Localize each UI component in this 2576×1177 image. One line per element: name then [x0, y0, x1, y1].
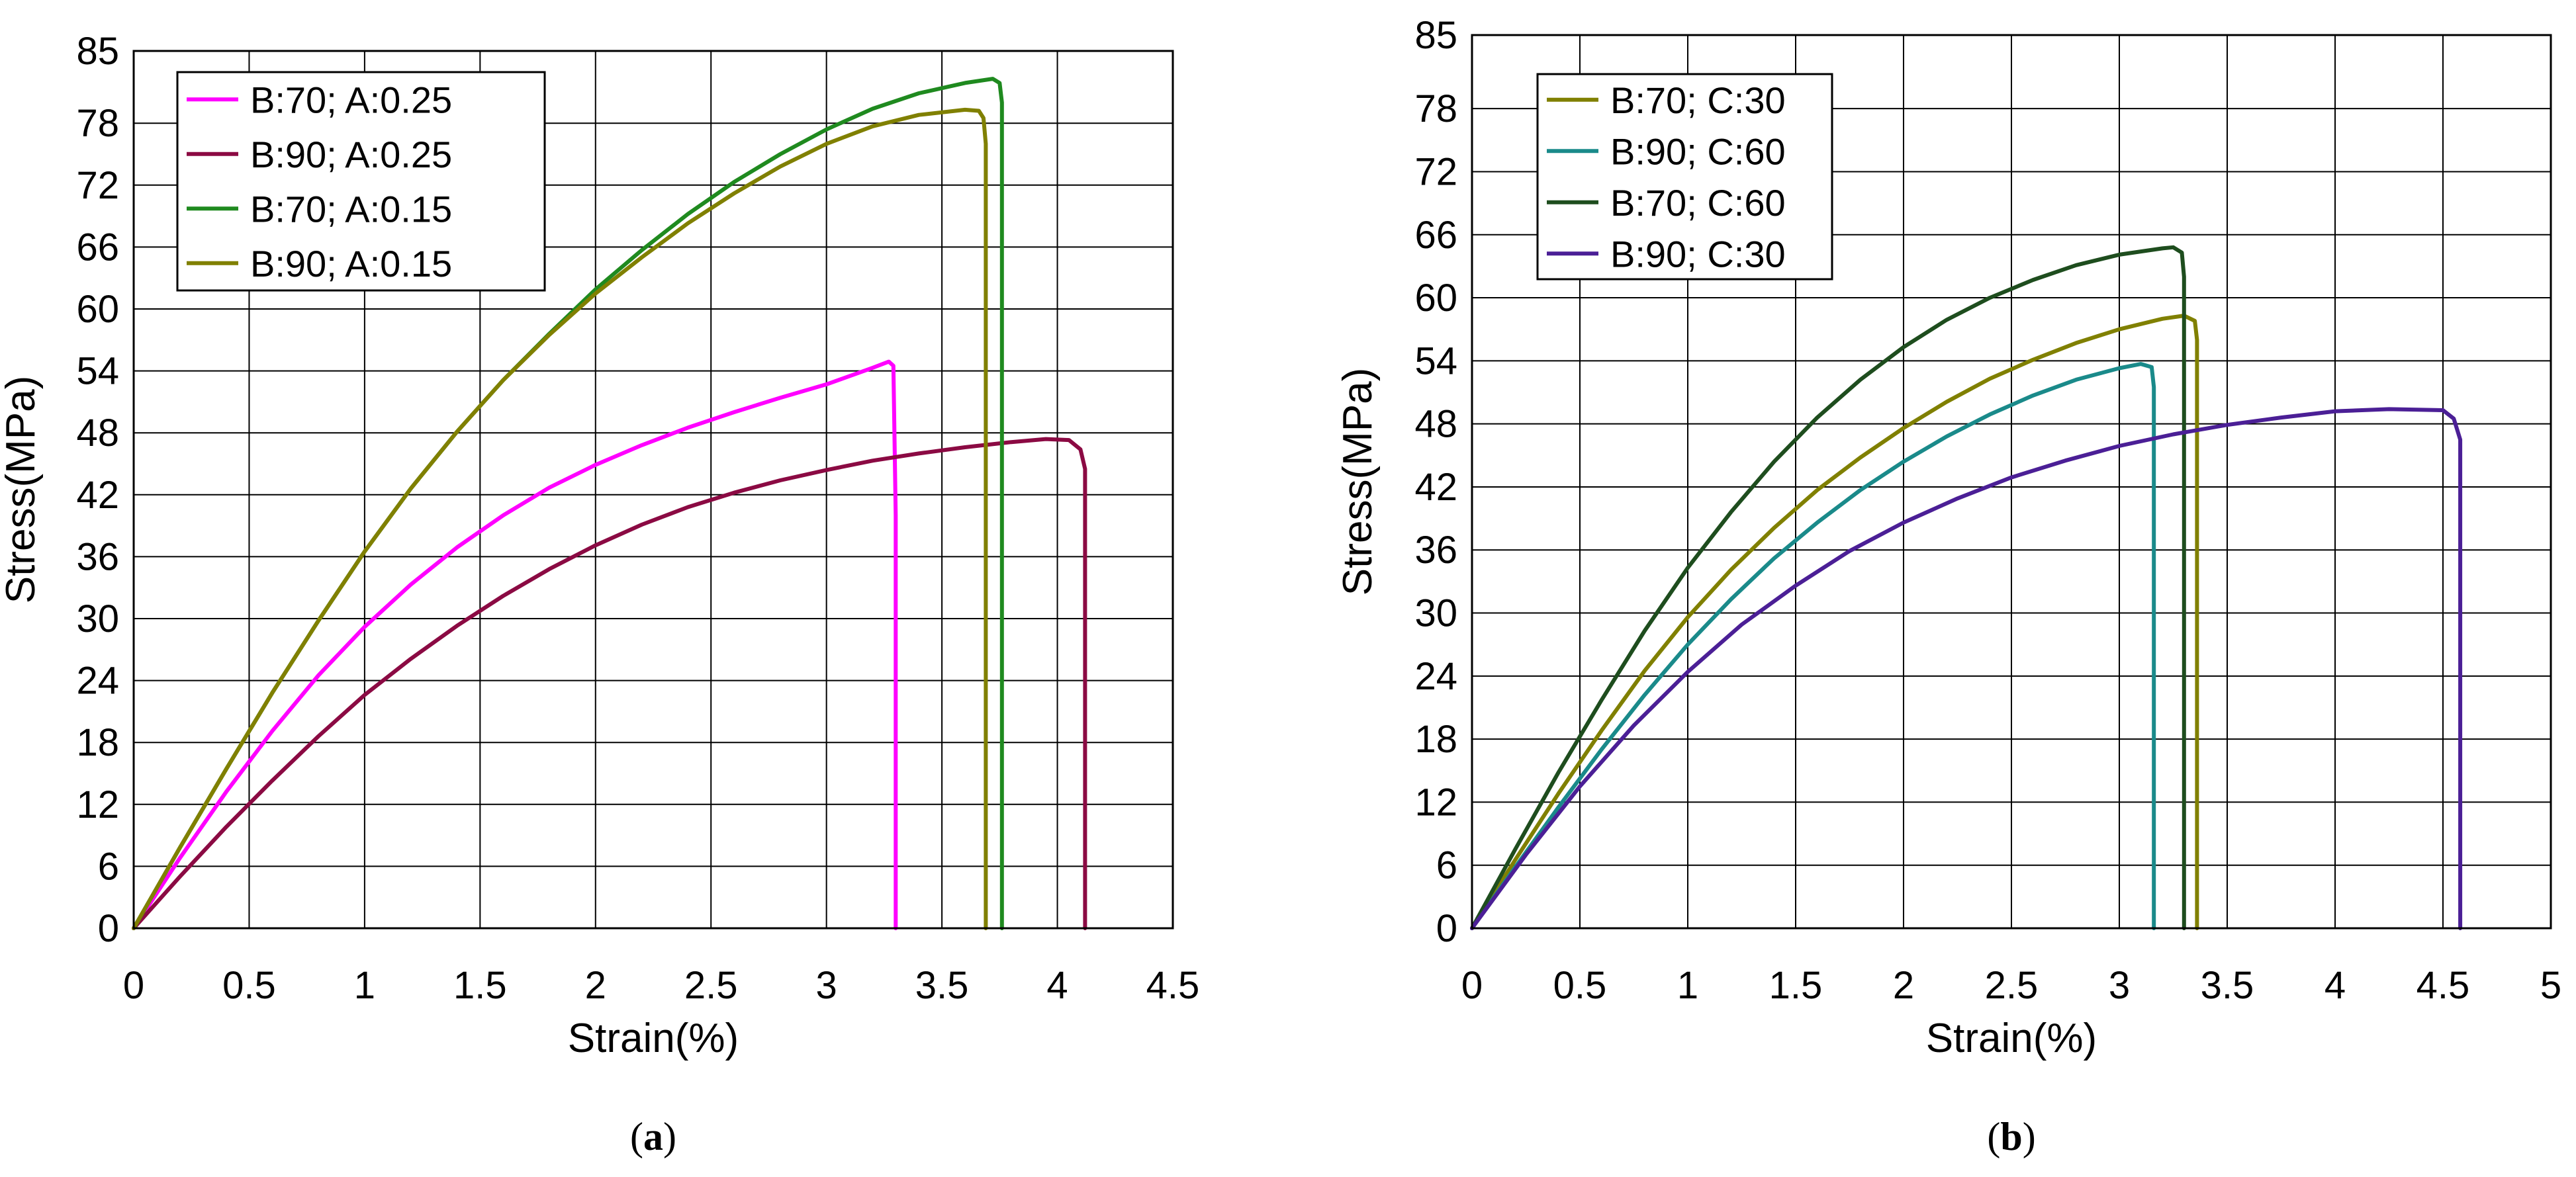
caption-close: ) — [2023, 1115, 2036, 1158]
series-line — [1470, 362, 2156, 930]
x-tick-label: 4 — [1046, 964, 1068, 1007]
y-tick-label: 0 — [1436, 907, 1457, 950]
x-tick-label: 0 — [1461, 964, 1483, 1007]
caption-open: ( — [630, 1115, 643, 1158]
y-tick-label: 6 — [1436, 844, 1457, 887]
y-tick-label: 24 — [76, 660, 119, 703]
x-tick-label: 2.5 — [684, 964, 738, 1007]
chart-panel-a: 0 0.5 1 1.5 2 2.5 3 3.5 4 4.5 0 6 12 18 24 30 36 42 48 54 60… — [0, 30, 1199, 1158]
x-tick-label: 1 — [1677, 964, 1698, 1007]
y-tick-label: 48 — [76, 412, 119, 455]
y-tick-label: 12 — [76, 783, 119, 826]
legend-label: B:90; C:30 — [1610, 233, 1786, 275]
x-tick-label: 0 — [123, 964, 144, 1007]
caption-letter: a — [643, 1115, 663, 1158]
x-tick-label: 2 — [585, 964, 606, 1007]
x-tick-label: 2.5 — [1985, 964, 2039, 1007]
y-tick-label: 78 — [76, 102, 119, 145]
x-tick-label: 0.5 — [1553, 964, 1607, 1007]
y-tick-label: 78 — [1414, 87, 1457, 130]
y-tick-label: 12 — [1414, 781, 1457, 824]
x-tick-label: 3.5 — [915, 964, 969, 1007]
x-tick-label: 3 — [816, 964, 837, 1007]
legend-label: B:70; A:0.15 — [250, 188, 452, 230]
series-line — [132, 437, 1087, 930]
y-tick-label: 42 — [76, 474, 119, 517]
y-tick-label: 24 — [1414, 655, 1457, 698]
y-tick-label: 66 — [1414, 214, 1457, 257]
y-tick-label: 72 — [76, 164, 119, 207]
x-axis-label: Strain(%) — [568, 1016, 739, 1061]
chart-panel-b: 0 0.5 1 1.5 2 2.5 3 3.5 4 4.5 5 0 6 12 18 24 30 36 42 48 54 6… — [1335, 14, 2561, 1158]
y-tick-label: 36 — [76, 535, 119, 578]
y-tick-label: 60 — [76, 288, 119, 331]
x-tick-label: 2 — [1893, 964, 1914, 1007]
y-axis-label: Stress(MPa) — [1335, 368, 1381, 595]
y-tick-label: 85 — [76, 30, 119, 73]
legend-label: B:90; A:0.25 — [250, 134, 452, 175]
plot-border — [1471, 34, 2552, 930]
panel-caption: (b) — [1987, 1115, 2035, 1158]
legend-label: B:70; A:0.25 — [250, 79, 452, 120]
x-tick-label: 1 — [354, 964, 375, 1007]
legend-label: B:90; A:0.15 — [250, 243, 452, 284]
x-tick-label: 1.5 — [453, 964, 507, 1007]
series-line — [132, 359, 898, 930]
x-tick-label: 4.5 — [1146, 964, 1200, 1007]
y-tick-label: 30 — [1414, 592, 1457, 635]
y-tick-label: 66 — [76, 226, 119, 269]
series-line — [132, 107, 988, 930]
y-axis-label: Stress(MPa) — [0, 376, 44, 603]
legend-label: B:70; C:30 — [1610, 79, 1786, 121]
caption-open: ( — [1987, 1115, 2000, 1158]
y-tick-label: 18 — [76, 721, 119, 764]
y-tick-label: 18 — [1414, 718, 1457, 761]
y-tick-label: 85 — [1414, 14, 1457, 57]
x-tick-label: 1.5 — [1769, 964, 1823, 1007]
series-line — [1470, 314, 2199, 930]
y-tick-label: 0 — [98, 907, 119, 950]
series-line — [1470, 407, 2463, 930]
legend-label: B:90; C:60 — [1610, 130, 1786, 172]
y-tick-label: 60 — [1414, 277, 1457, 320]
x-tick-label: 4 — [2324, 964, 2346, 1007]
legend-box — [176, 71, 546, 292]
plot-border — [132, 50, 1174, 930]
y-tick-label: 30 — [76, 597, 119, 640]
x-axis-label: Strain(%) — [1926, 1016, 2097, 1061]
legend-label: B:70; C:60 — [1610, 182, 1786, 224]
caption-letter: b — [2000, 1115, 2022, 1158]
y-tick-label: 42 — [1414, 466, 1457, 509]
caption-close: ) — [663, 1115, 676, 1158]
y-tick-label: 48 — [1414, 403, 1457, 446]
y-tick-label: 36 — [1414, 529, 1457, 572]
y-tick-label: 72 — [1414, 150, 1457, 193]
series-line — [1470, 245, 2186, 930]
legend-box — [1536, 73, 1833, 281]
x-tick-label: 3 — [2109, 964, 2130, 1007]
y-tick-label: 54 — [1414, 339, 1457, 382]
y-tick-label: 54 — [76, 350, 119, 393]
x-tick-label: 3.5 — [2201, 964, 2254, 1007]
x-tick-label: 5 — [2540, 964, 2561, 1007]
panel-caption: (a) — [630, 1115, 676, 1158]
x-tick-label: 4.5 — [2416, 964, 2470, 1007]
y-tick-label: 6 — [98, 845, 119, 888]
x-tick-label: 0.5 — [222, 964, 276, 1007]
